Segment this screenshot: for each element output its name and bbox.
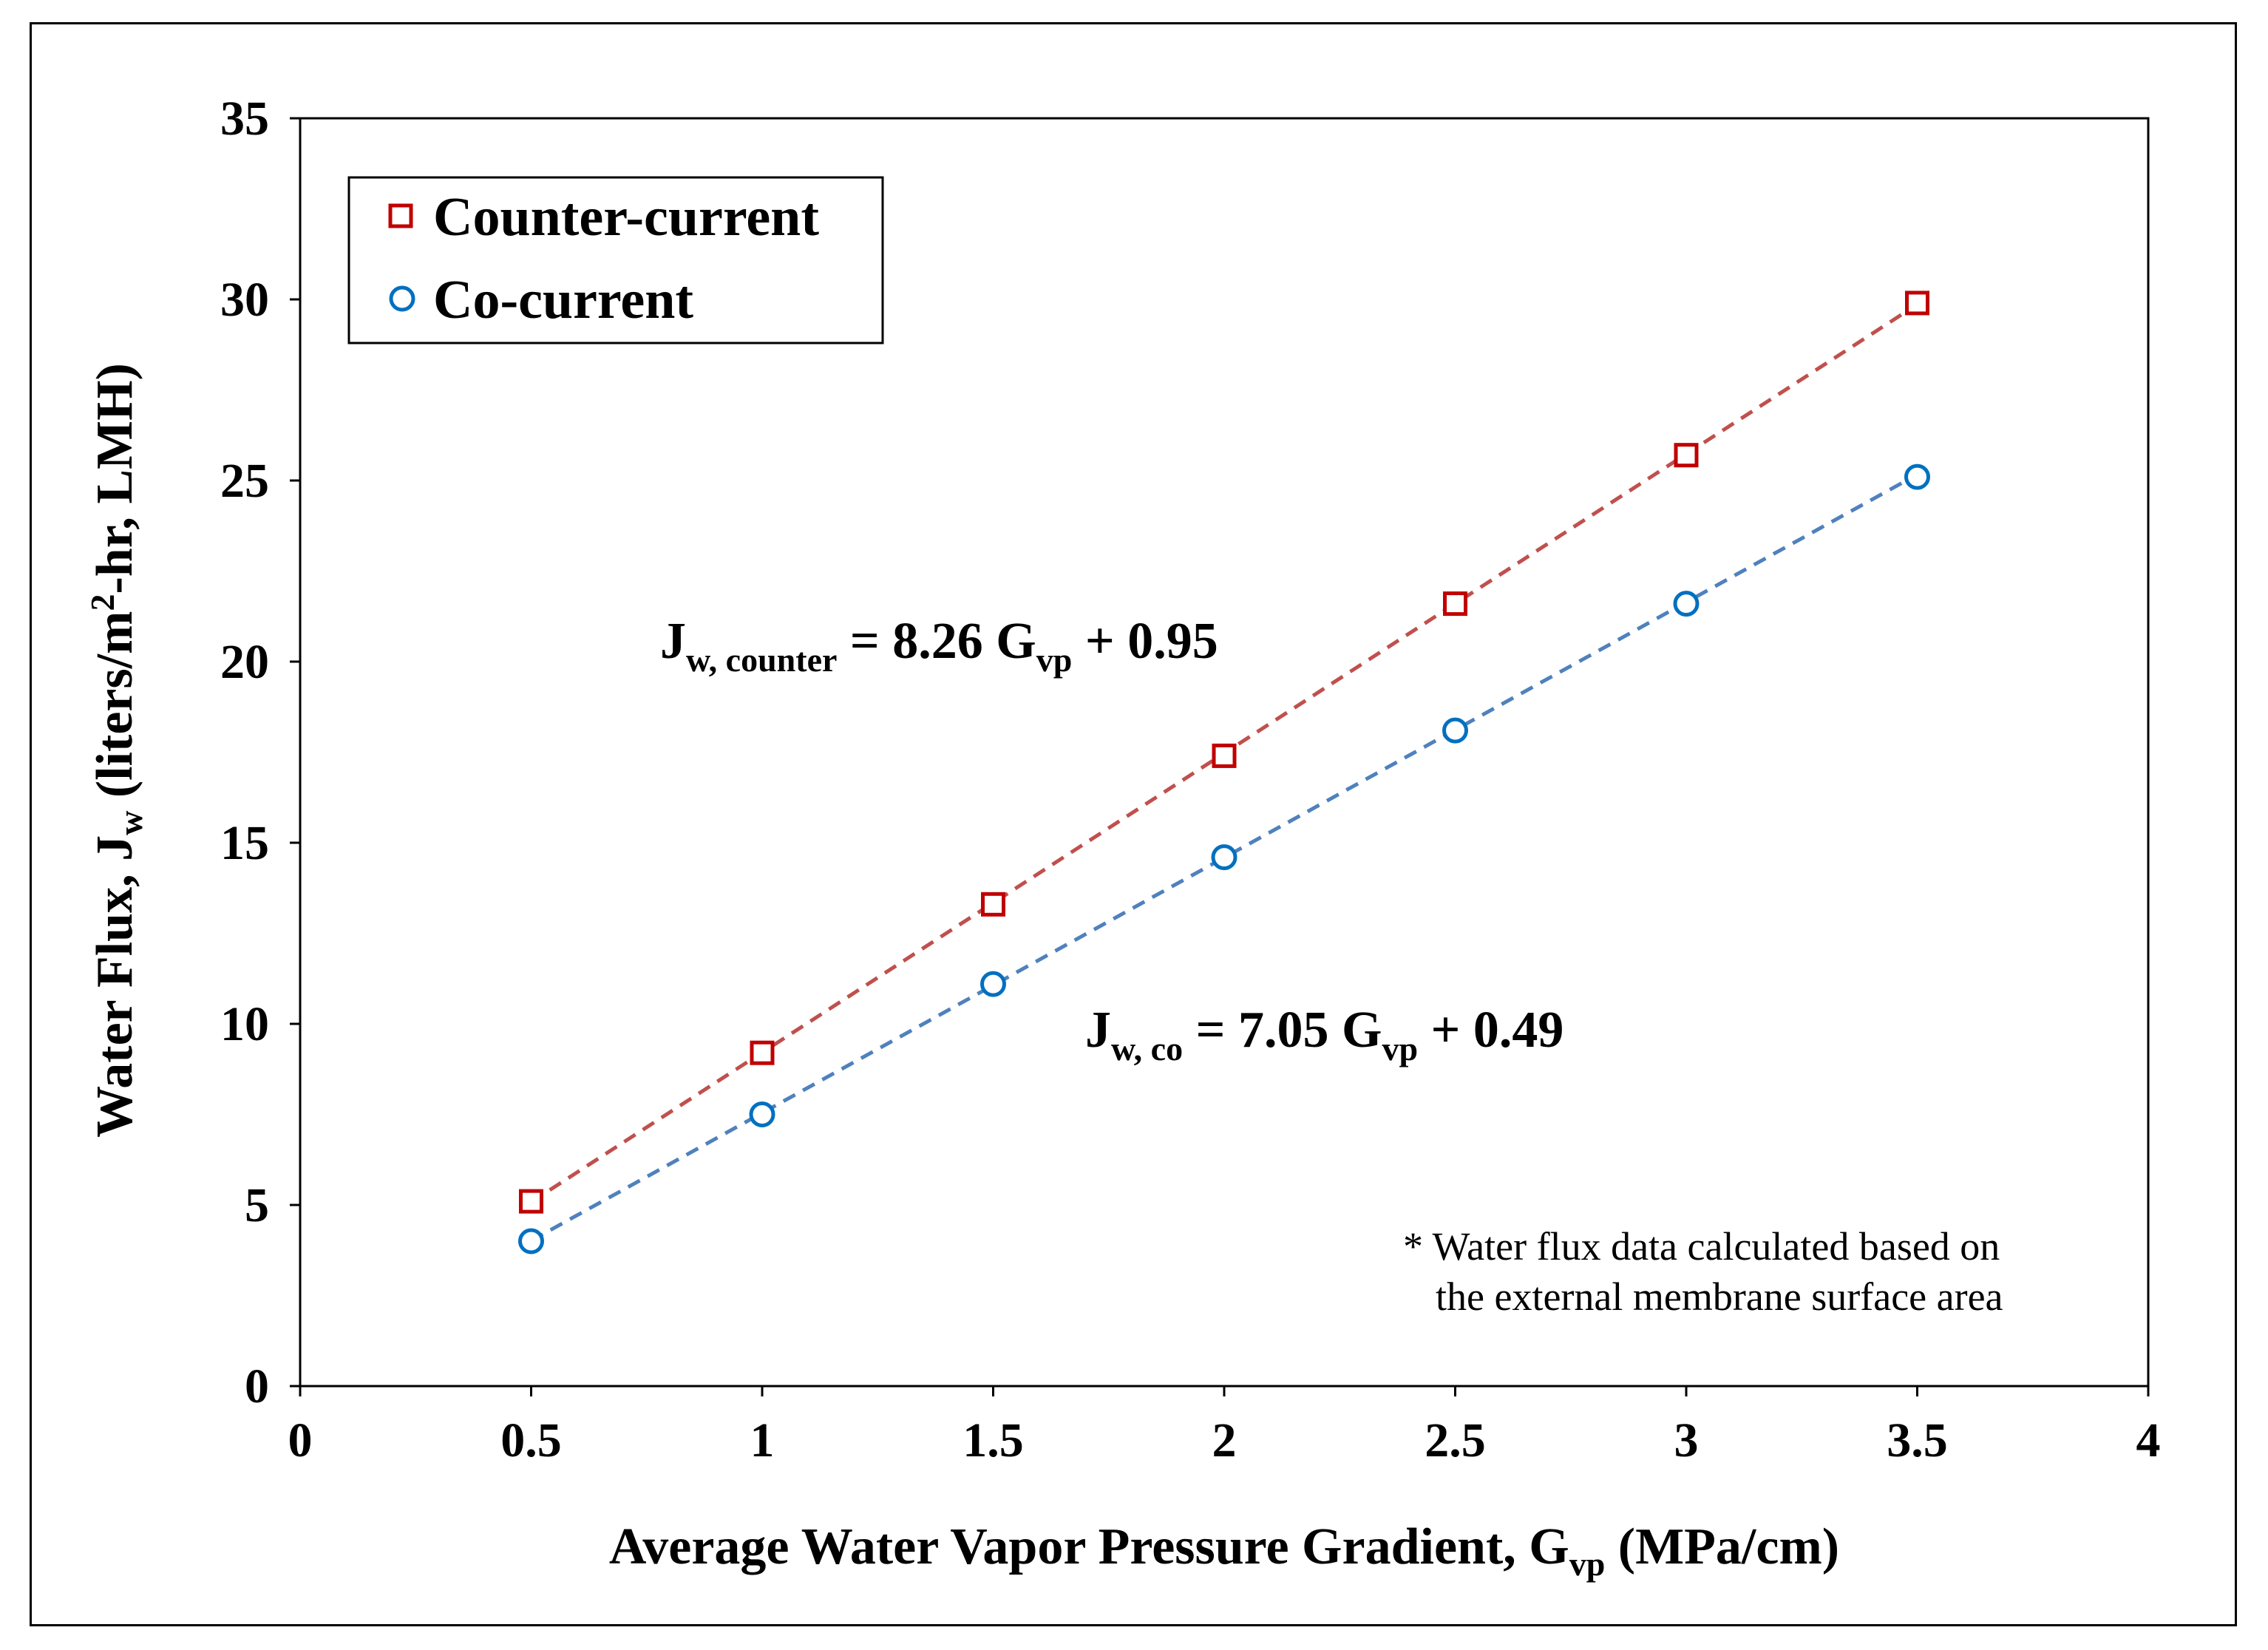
point-counter-current — [1212, 743, 1237, 768]
point-counter-current — [1443, 591, 1467, 617]
y-axis-ticks: 0 5 10 15 20 25 30 35 — [220, 92, 300, 1413]
legend-square-marker — [388, 203, 413, 228]
figure-frame — [30, 22, 2237, 1626]
legend-label-counter-current: Counter-current — [433, 187, 819, 248]
legend: Counter-current Co-current — [347, 176, 884, 344]
equation-counter: Jw, counter = 8.26 Gvp + 0.95 — [660, 613, 1218, 679]
y-tick-label: 20 — [220, 635, 269, 689]
y-tick-label: 0 — [245, 1359, 269, 1413]
point-co-current — [749, 1101, 775, 1127]
x-tick-label: 3.5 — [1887, 1413, 1948, 1467]
point-counter-current — [1674, 443, 1699, 468]
point-co-current — [1442, 717, 1468, 744]
footnote-line-2: the external membrane surface area — [1436, 1274, 2003, 1319]
y-tick-label: 30 — [220, 273, 269, 327]
point-co-current — [518, 1228, 544, 1255]
legend-label-co-current: Co-current — [433, 270, 693, 330]
footnote-line-1: * Water flux data calculated based on — [1403, 1224, 2000, 1269]
data-points — [518, 291, 1930, 1255]
point-counter-current — [519, 1189, 543, 1214]
x-tick-label: 0 — [288, 1413, 313, 1467]
legend-circle-marker — [389, 285, 415, 312]
x-tick-label: 4 — [2136, 1413, 2161, 1467]
x-tick-label: 1.5 — [962, 1413, 1024, 1467]
point-co-current — [1673, 591, 1700, 617]
point-counter-current — [750, 1040, 775, 1065]
x-tick-label: 2 — [1212, 1413, 1237, 1467]
y-tick-label: 15 — [220, 816, 269, 870]
legend-box — [347, 176, 884, 344]
x-tick-label: 2.5 — [1425, 1413, 1486, 1467]
point-co-current — [1211, 844, 1237, 871]
x-tick-label: 1 — [750, 1413, 775, 1467]
y-tick-label: 10 — [220, 997, 269, 1051]
point-counter-current — [981, 892, 1005, 917]
equation-co: Jw, co = 7.05 Gvp + 0.49 — [1085, 1002, 1564, 1067]
x-axis-title: Average Water Vapor Pressure Gradient, G… — [609, 1518, 1839, 1583]
y-tick-label: 35 — [220, 92, 269, 146]
point-co-current — [1904, 464, 1930, 490]
point-co-current — [980, 971, 1006, 997]
x-tick-label: 0.5 — [500, 1413, 562, 1467]
y-axis-title: Water Flux, Jw (liters/m2-hr, LMH) — [84, 363, 149, 1138]
y-tick-label: 5 — [245, 1178, 269, 1232]
x-axis-ticks: 0 0.5 1 1.5 2 2.5 3 3.5 4 — [288, 1386, 2161, 1467]
point-counter-current — [1905, 291, 1929, 316]
y-tick-label: 25 — [220, 454, 269, 508]
x-tick-label: 3 — [1674, 1413, 1699, 1467]
